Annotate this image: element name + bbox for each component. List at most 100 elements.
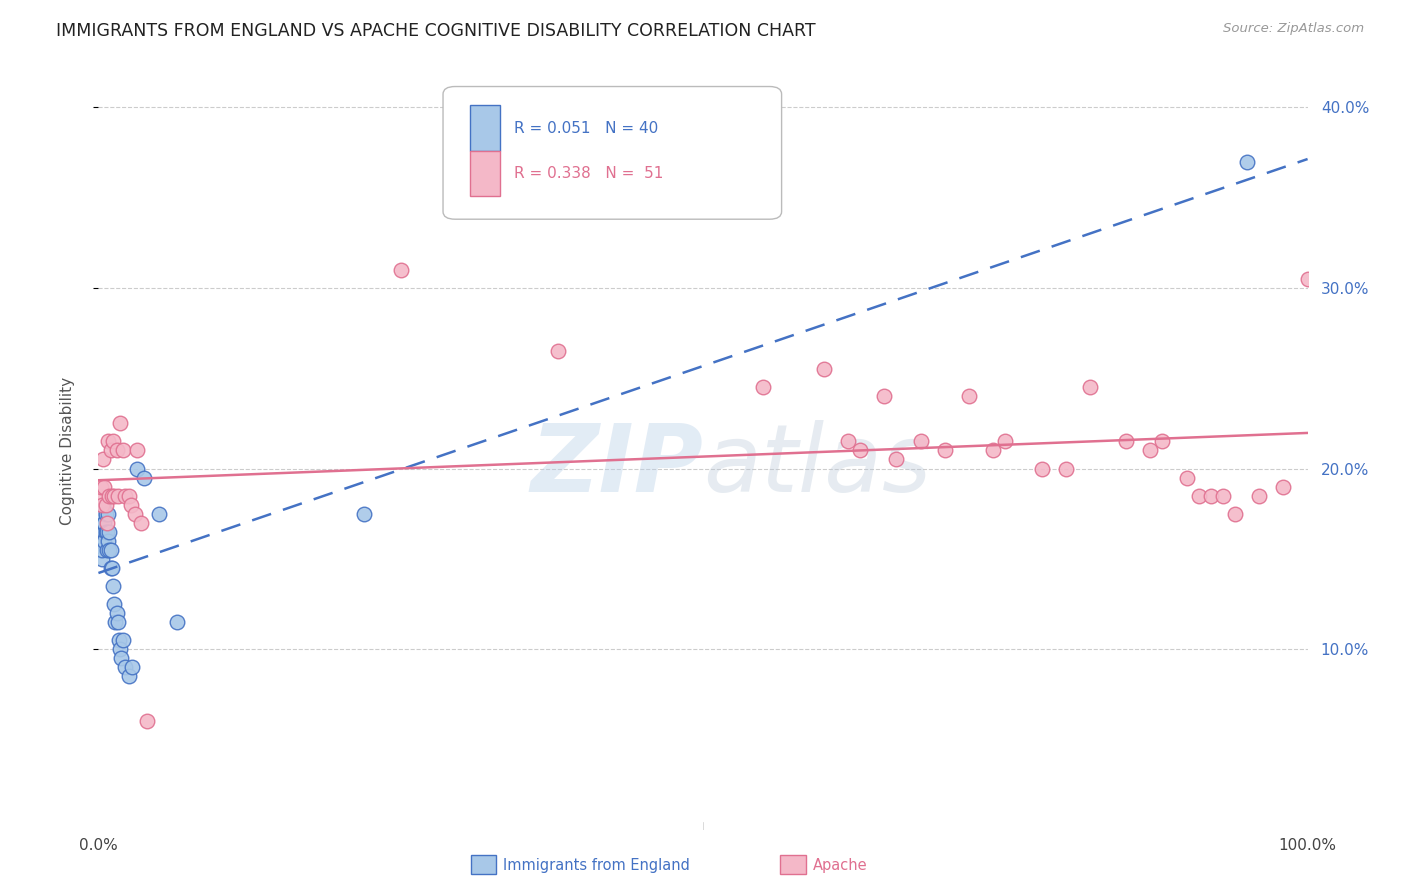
Point [148, 507, 170, 521]
Point [121, 660, 143, 674]
Point [91, 551, 114, 566]
Point [118, 489, 141, 503]
Point [89, 542, 111, 557]
Point [1212, 489, 1234, 503]
Point [849, 443, 872, 458]
Point [105, 606, 128, 620]
Point [107, 489, 129, 503]
Point [94, 507, 117, 521]
Point [1223, 507, 1246, 521]
Point [101, 434, 124, 449]
Point [93, 479, 115, 493]
Text: R = 0.338   N =  51: R = 0.338 N = 51 [515, 166, 664, 181]
Point [94, 524, 117, 539]
Point [1199, 489, 1222, 503]
Point [110, 651, 132, 665]
Point [127, 461, 149, 475]
Point [105, 443, 128, 458]
Point [135, 714, 157, 729]
Point [91, 516, 114, 530]
Point [91, 507, 114, 521]
Point [1115, 434, 1137, 449]
Point [837, 434, 859, 449]
Point [96, 524, 118, 539]
Point [1236, 154, 1258, 169]
Point [108, 633, 131, 648]
Point [547, 344, 569, 359]
Point [108, 417, 131, 431]
Point [93, 516, 115, 530]
Point [1249, 489, 1271, 503]
Text: Immigrants from England: Immigrants from England [503, 858, 690, 872]
Point [93, 524, 115, 539]
Point [93, 533, 115, 548]
Point [124, 507, 146, 521]
Point [1139, 443, 1161, 458]
Text: Source: ZipAtlas.com: Source: ZipAtlas.com [1223, 22, 1364, 36]
Point [98, 524, 121, 539]
Point [100, 561, 122, 575]
Point [90, 524, 112, 539]
Point [101, 579, 124, 593]
Point [886, 452, 908, 467]
Point [957, 389, 980, 403]
Point [873, 389, 896, 403]
Point [118, 669, 141, 683]
Point [103, 489, 125, 503]
Point [98, 542, 121, 557]
Point [127, 443, 149, 458]
Point [129, 516, 152, 530]
Point [1078, 380, 1101, 394]
Point [91, 498, 114, 512]
Point [108, 642, 131, 657]
Point [91, 498, 114, 512]
Point [134, 470, 156, 484]
Point [100, 542, 122, 557]
Point [752, 380, 775, 394]
Point [934, 443, 956, 458]
Point [97, 533, 120, 548]
Point [1188, 489, 1211, 503]
Text: atlas: atlas [703, 420, 931, 511]
Point [1054, 461, 1077, 475]
Point [1031, 461, 1053, 475]
Point [910, 434, 932, 449]
Point [94, 498, 117, 512]
Point [981, 443, 1004, 458]
Text: ZIP: ZIP [530, 419, 703, 512]
Point [120, 498, 142, 512]
Point [100, 443, 122, 458]
Point [114, 660, 136, 674]
Point [104, 615, 127, 629]
FancyBboxPatch shape [470, 151, 501, 196]
Point [1296, 272, 1319, 286]
Point [1152, 434, 1174, 449]
Point [103, 597, 125, 611]
Point [100, 489, 122, 503]
Point [389, 263, 412, 277]
Text: R = 0.051   N = 40: R = 0.051 N = 40 [515, 120, 658, 136]
Point [97, 434, 120, 449]
Point [90, 479, 112, 493]
Point [91, 542, 114, 557]
FancyBboxPatch shape [443, 87, 782, 219]
Point [994, 434, 1017, 449]
Point [91, 452, 114, 467]
Point [90, 533, 112, 548]
Point [96, 542, 118, 557]
Point [89, 489, 111, 503]
Point [353, 507, 375, 521]
Point [166, 615, 188, 629]
Point [98, 489, 121, 503]
Text: IMMIGRANTS FROM ENGLAND VS APACHE COGNITIVE DISABILITY CORRELATION CHART: IMMIGRANTS FROM ENGLAND VS APACHE COGNIT… [56, 22, 815, 40]
Point [100, 561, 122, 575]
Point [97, 507, 120, 521]
Y-axis label: Cognitive Disability: Cognitive Disability [60, 376, 75, 524]
Point [96, 516, 118, 530]
Text: Apache: Apache [813, 858, 868, 872]
Point [107, 615, 129, 629]
FancyBboxPatch shape [470, 105, 501, 151]
Point [813, 362, 835, 376]
Point [111, 443, 134, 458]
Point [1272, 479, 1295, 493]
